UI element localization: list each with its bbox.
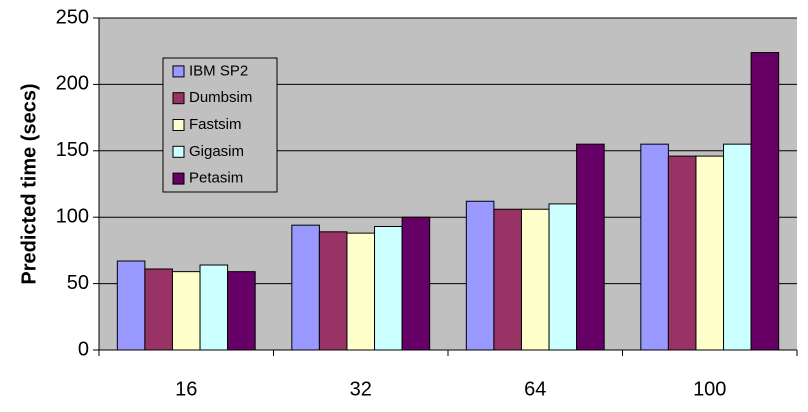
bar bbox=[750, 52, 780, 351]
y-tick-label: 150 bbox=[56, 139, 89, 161]
y-tick-label: 50 bbox=[67, 272, 89, 294]
bar bbox=[318, 231, 348, 351]
bar bbox=[346, 232, 376, 351]
y-tick-label: 250 bbox=[56, 6, 89, 28]
bar bbox=[144, 268, 173, 351]
y-tick-label: 100 bbox=[56, 205, 89, 227]
bar bbox=[401, 216, 431, 351]
legend-swatch bbox=[172, 65, 185, 78]
legend-swatch bbox=[172, 92, 185, 105]
x-tick-label: 100 bbox=[693, 378, 726, 400]
legend: IBM SP2 Dumbsim Fastsim Gigasim Petasim bbox=[162, 57, 278, 193]
x-tick-label: 32 bbox=[350, 378, 372, 400]
legend-label: Gigasim bbox=[189, 143, 244, 160]
bar bbox=[493, 208, 522, 351]
bar bbox=[520, 208, 550, 351]
bar bbox=[723, 143, 752, 351]
y-axis-label: Predicted time (secs) bbox=[18, 83, 40, 284]
legend-label: Dumbsim bbox=[189, 89, 252, 106]
bar bbox=[667, 155, 697, 351]
bar bbox=[640, 143, 669, 351]
x-tick-label: 64 bbox=[524, 378, 546, 400]
bar bbox=[374, 225, 403, 351]
y-tick-label: 0 bbox=[78, 338, 89, 360]
bar bbox=[465, 200, 495, 351]
bar bbox=[199, 264, 229, 351]
bar bbox=[291, 224, 320, 351]
legend-label: IBM SP2 bbox=[189, 62, 248, 79]
legend-swatch bbox=[172, 172, 185, 185]
legend-label: Petasim bbox=[189, 170, 243, 187]
bar bbox=[116, 260, 146, 351]
bar bbox=[548, 203, 578, 351]
bar bbox=[576, 143, 605, 351]
bar bbox=[695, 155, 725, 351]
bar bbox=[227, 271, 256, 351]
bar bbox=[171, 271, 201, 351]
x-tick-label: 16 bbox=[175, 378, 197, 400]
legend-swatch bbox=[172, 119, 185, 131]
legend-label: Fastsim bbox=[189, 116, 242, 133]
y-tick-label: 200 bbox=[56, 73, 89, 95]
legend-swatch bbox=[172, 145, 185, 158]
